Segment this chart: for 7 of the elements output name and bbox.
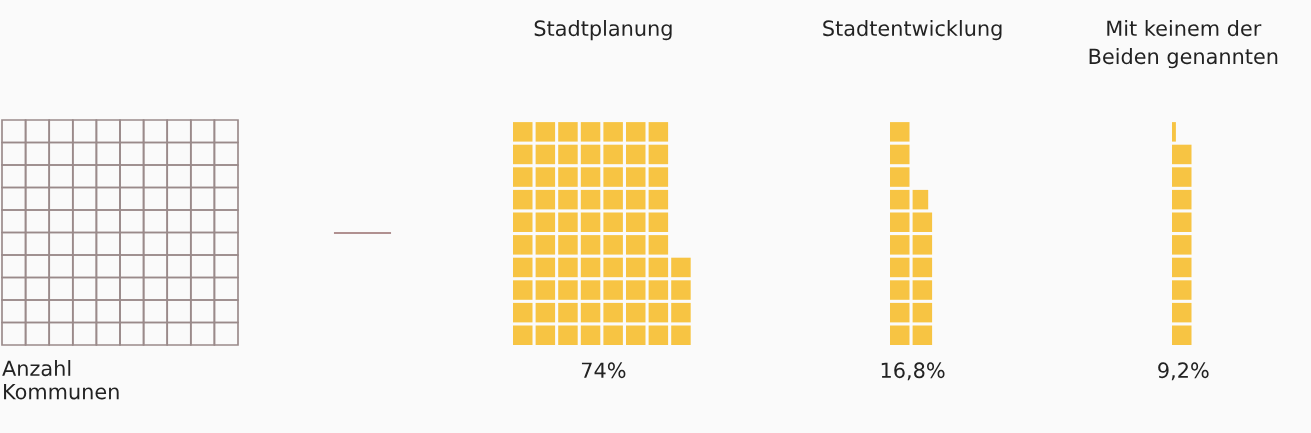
category-label: Stadtplanung <box>534 20 672 41</box>
data-label: 9,2% <box>1158 362 1209 381</box>
category-label: Stadtentwicklung <box>823 20 1002 41</box>
category-label: Mit keinem der Beiden genannten <box>1089 20 1278 69</box>
data-label: 74% <box>581 362 626 379</box>
text: Anzahl Kommunen <box>2 360 119 400</box>
data-label: 16,8% <box>881 362 945 381</box>
